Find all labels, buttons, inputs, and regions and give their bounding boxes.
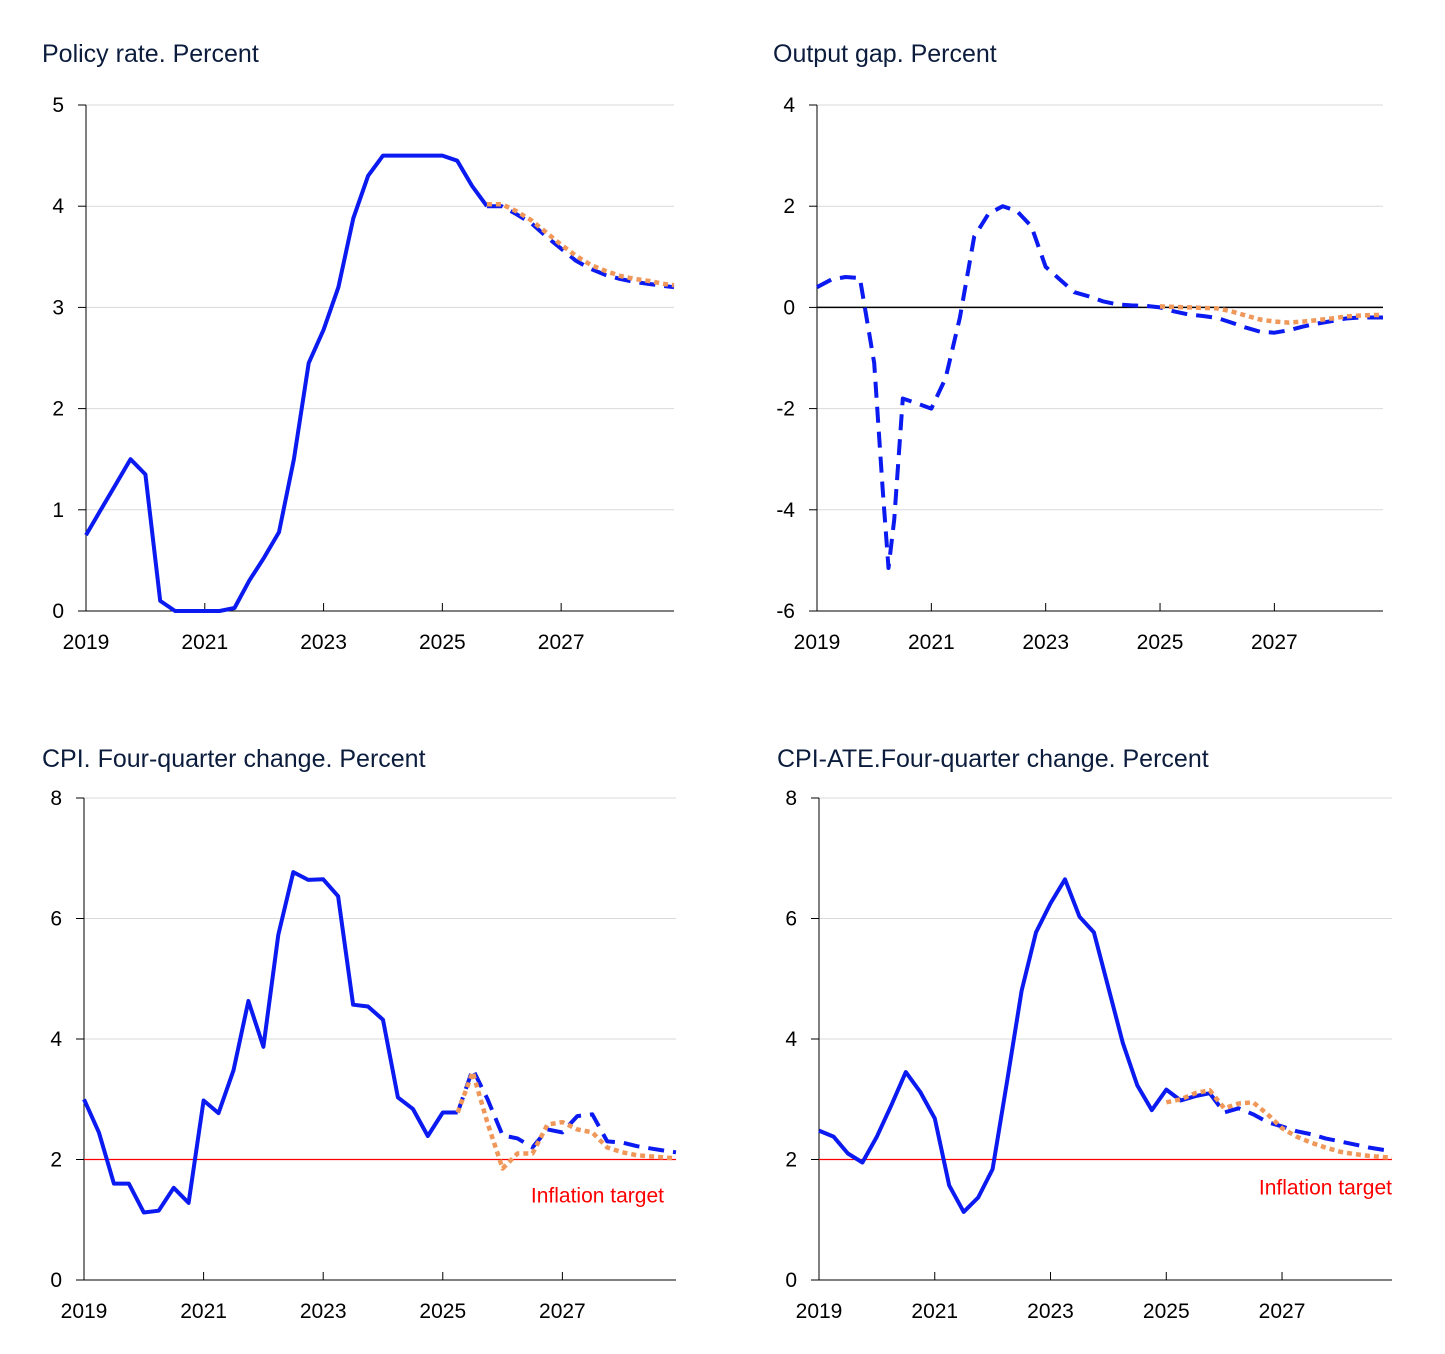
y-tick-label: 1 <box>52 499 64 522</box>
y-tick-label: 8 <box>785 787 797 810</box>
x-tick-label: 2023 <box>300 631 347 654</box>
y-tick-label: 5 <box>52 94 64 117</box>
y-tick-label: 2 <box>783 195 795 218</box>
x-tick-label: 2019 <box>61 1300 108 1323</box>
series-line-solid <box>82 870 458 1215</box>
series-line-dotted <box>455 1069 677 1171</box>
x-tick-label: 2025 <box>1137 631 1184 654</box>
series-line-dashed <box>1208 1091 1393 1154</box>
x-tick-label: 2019 <box>63 631 110 654</box>
x-tick-label: 2021 <box>181 631 228 654</box>
series-line-solid <box>818 877 1211 1214</box>
x-tick-label: 2027 <box>538 631 585 654</box>
inflation-target-label: Inflation target <box>531 1185 664 1208</box>
y-tick-label: 0 <box>783 296 795 319</box>
x-tick-label: 2025 <box>1143 1300 1190 1323</box>
x-tick-label: 2027 <box>1259 1300 1306 1323</box>
panel-title-policy-rate: Policy rate. Percent <box>42 40 259 68</box>
x-tick-label: 2025 <box>419 631 466 654</box>
y-tick-label: -6 <box>776 600 795 623</box>
x-tick-label: 2019 <box>796 1300 843 1323</box>
series-line-dotted <box>1165 1087 1393 1160</box>
y-tick-label: 0 <box>785 1269 797 1292</box>
y-tick-label: -2 <box>776 398 795 421</box>
series-line-dotted <box>1159 304 1383 325</box>
y-tick-label: 2 <box>50 1149 62 1172</box>
panel-title-cpi: CPI. Four-quarter change. Percent <box>42 745 426 773</box>
y-tick-label: 8 <box>50 787 62 810</box>
panel-title-output-gap: Output gap. Percent <box>773 40 997 68</box>
series-line-dotted <box>486 201 675 288</box>
panel-title-cpi-ate: CPI-ATE.Four-quarter change. Percent <box>777 745 1209 773</box>
x-tick-label: 2027 <box>1251 631 1298 654</box>
y-tick-label: 2 <box>785 1149 797 1172</box>
y-tick-label: 4 <box>50 1028 62 1051</box>
series-line-dashed <box>486 204 675 290</box>
y-tick-label: 6 <box>50 908 62 931</box>
y-tick-label: 4 <box>52 195 64 218</box>
y-tick-label: 6 <box>785 908 797 931</box>
series-line-dashed <box>816 204 1383 570</box>
x-tick-label: 2023 <box>1022 631 1069 654</box>
y-tick-label: 4 <box>785 1028 797 1051</box>
inflation-target-label: Inflation target <box>1259 1177 1392 1200</box>
y-tick-label: 0 <box>52 600 64 623</box>
series-line-dashed <box>455 1067 677 1155</box>
x-tick-label: 2021 <box>911 1300 958 1323</box>
y-tick-label: -4 <box>776 499 795 522</box>
x-tick-label: 2025 <box>419 1300 466 1323</box>
y-tick-label: 0 <box>50 1269 62 1292</box>
y-tick-label: 4 <box>783 94 795 117</box>
x-tick-label: 2019 <box>794 631 841 654</box>
x-tick-label: 2027 <box>539 1300 586 1323</box>
x-tick-label: 2021 <box>908 631 955 654</box>
x-tick-label: 2021 <box>180 1300 227 1323</box>
x-tick-label: 2023 <box>300 1300 347 1323</box>
y-tick-label: 3 <box>52 296 64 319</box>
y-tick-label: 2 <box>52 398 64 421</box>
x-tick-label: 2023 <box>1027 1300 1074 1323</box>
series-line-solid <box>84 153 489 613</box>
